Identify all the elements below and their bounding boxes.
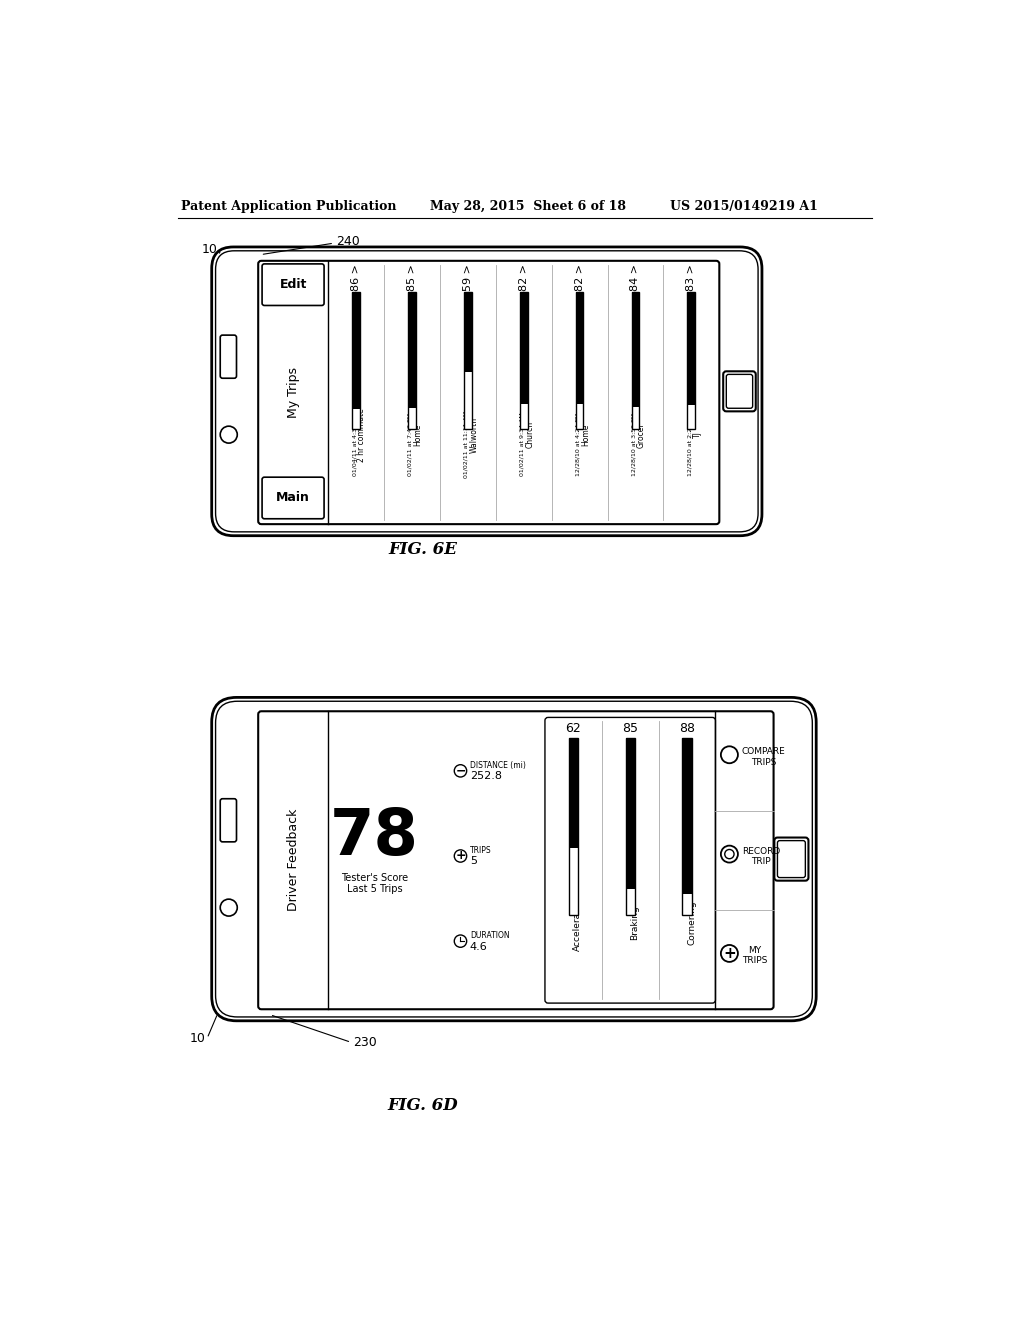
Text: Walworth: Walworth — [469, 417, 478, 453]
FancyBboxPatch shape — [262, 478, 324, 519]
Text: 01/02/11 at 9:34 AM: 01/02/11 at 9:34 AM — [520, 412, 524, 475]
Text: 78: 78 — [330, 807, 419, 869]
Text: 82 >: 82 > — [518, 264, 528, 292]
Bar — [575, 292, 584, 404]
Bar — [568, 738, 578, 915]
Text: 2 hr commute: 2 hr commute — [357, 408, 367, 462]
Bar — [464, 292, 472, 372]
Bar — [352, 292, 359, 409]
Text: 4.6: 4.6 — [470, 941, 487, 952]
Text: 84 >: 84 > — [631, 264, 640, 292]
Bar — [682, 738, 691, 915]
FancyBboxPatch shape — [212, 247, 762, 536]
Bar — [464, 292, 472, 429]
Text: May 28, 2015  Sheet 6 of 18: May 28, 2015 Sheet 6 of 18 — [430, 199, 627, 213]
Text: Main: Main — [276, 491, 310, 504]
Circle shape — [455, 850, 467, 862]
Text: 59 >: 59 > — [463, 264, 473, 292]
FancyBboxPatch shape — [258, 711, 773, 1010]
Text: DISTANCE (mi): DISTANCE (mi) — [470, 760, 525, 770]
Text: Acceleration: Acceleration — [573, 895, 583, 952]
Bar — [568, 738, 578, 847]
Circle shape — [455, 935, 467, 948]
Text: 01/02/11 at 11:11 AM: 01/02/11 at 11:11 AM — [464, 411, 469, 478]
Text: −: − — [456, 764, 466, 777]
Circle shape — [220, 426, 238, 444]
Text: My Trips: My Trips — [287, 367, 300, 418]
Text: 85 >: 85 > — [407, 264, 417, 292]
Bar — [632, 292, 639, 429]
Bar — [687, 292, 695, 429]
Text: 82 >: 82 > — [574, 264, 585, 292]
Text: +: + — [455, 850, 466, 862]
Bar — [520, 292, 527, 404]
Circle shape — [220, 899, 238, 916]
Text: Driver Feedback: Driver Feedback — [287, 809, 300, 911]
Bar — [352, 292, 359, 429]
Text: +: + — [723, 946, 736, 961]
FancyBboxPatch shape — [545, 718, 716, 1003]
Bar — [408, 292, 416, 408]
Bar — [632, 292, 639, 407]
Bar — [575, 292, 584, 429]
Text: 85: 85 — [623, 722, 638, 735]
Bar — [626, 738, 635, 915]
FancyBboxPatch shape — [220, 335, 237, 379]
Text: Edit: Edit — [280, 279, 307, 292]
Text: Grocer: Grocer — [637, 422, 646, 447]
FancyBboxPatch shape — [258, 261, 719, 524]
Text: 01/04/11 at 4:39 AM: 01/04/11 at 4:39 AM — [352, 412, 357, 475]
Text: 86 >: 86 > — [351, 264, 360, 292]
Text: TRIPS: TRIPS — [470, 846, 492, 855]
Text: RECORD
TRIP: RECORD TRIP — [741, 846, 780, 866]
Bar — [408, 292, 416, 429]
Text: 10: 10 — [189, 1032, 206, 1045]
Text: FIG. 6D: FIG. 6D — [387, 1097, 458, 1114]
Text: 01/02/11 at 7:42 PM: 01/02/11 at 7:42 PM — [408, 412, 413, 475]
Text: 5: 5 — [470, 857, 477, 866]
Text: 83 >: 83 > — [686, 264, 696, 292]
FancyBboxPatch shape — [220, 799, 237, 842]
Text: TJ: TJ — [693, 432, 701, 438]
Text: Church: Church — [525, 421, 535, 449]
Text: MY
TRIPS: MY TRIPS — [741, 946, 767, 965]
FancyBboxPatch shape — [262, 264, 324, 305]
Text: 88: 88 — [679, 722, 695, 735]
Text: US 2015/0149219 A1: US 2015/0149219 A1 — [671, 199, 818, 213]
Text: COMPARE
TRIPS: COMPARE TRIPS — [741, 747, 785, 767]
Bar — [687, 292, 695, 405]
Text: Home: Home — [581, 424, 590, 446]
Text: 10: 10 — [202, 243, 217, 256]
Text: 230: 230 — [352, 1036, 377, 1049]
Text: 12/28/10 at 2:24 PM: 12/28/10 at 2:24 PM — [687, 412, 692, 475]
Text: Cornering: Cornering — [687, 900, 696, 945]
Bar — [626, 738, 635, 888]
Circle shape — [455, 764, 467, 777]
Bar — [682, 738, 691, 894]
Text: Tester's Score
Last 5 Trips: Tester's Score Last 5 Trips — [341, 873, 408, 894]
Text: 62: 62 — [565, 722, 582, 735]
Text: Patent Application Publication: Patent Application Publication — [180, 199, 396, 213]
FancyBboxPatch shape — [212, 697, 816, 1020]
FancyBboxPatch shape — [723, 371, 756, 412]
Text: 12/28/10 at 4:24 PM: 12/28/10 at 4:24 PM — [575, 412, 581, 475]
Text: Home: Home — [414, 424, 422, 446]
Text: Braking: Braking — [630, 906, 639, 940]
Text: DURATION: DURATION — [470, 931, 509, 940]
Text: 252.8: 252.8 — [470, 771, 502, 781]
Text: FIG. 6E: FIG. 6E — [388, 541, 457, 558]
Bar — [520, 292, 527, 429]
Text: 12/28/10 at 3:59 PM: 12/28/10 at 3:59 PM — [632, 412, 637, 475]
Text: 240: 240 — [336, 235, 359, 248]
FancyBboxPatch shape — [774, 838, 809, 880]
